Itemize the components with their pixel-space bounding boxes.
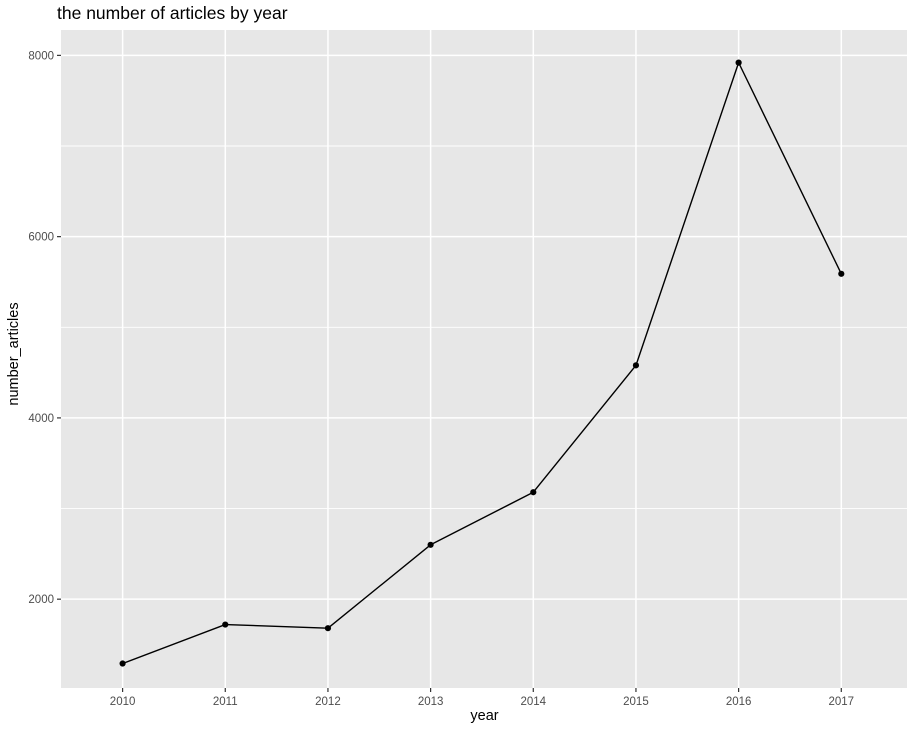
data-point <box>530 489 537 496</box>
data-point <box>119 660 126 667</box>
x-tick-label: 2010 <box>110 696 136 708</box>
data-line <box>122 61 842 665</box>
x-tick-label: 2017 <box>828 696 854 708</box>
data-point <box>427 541 434 548</box>
plot-panel <box>61 30 907 688</box>
x-tick-label: 2015 <box>623 696 649 708</box>
chart-title: the number of articles by year <box>57 3 288 23</box>
y-tick-label: 4000 <box>28 413 54 425</box>
data-point <box>632 362 640 369</box>
x-tick-label: 2016 <box>726 696 752 708</box>
x-tick-label: 2011 <box>213 696 238 708</box>
x-tick-label: 2012 <box>315 696 341 708</box>
y-tick-label: 8000 <box>28 50 54 62</box>
data-point <box>222 621 229 628</box>
data-point <box>324 625 332 632</box>
y-tick-label: 2000 <box>28 594 54 606</box>
x-tick-label: 2014 <box>520 696 546 708</box>
x-axis-title: year <box>470 708 499 724</box>
x-tick-label: 2013 <box>418 696 444 708</box>
data-point <box>735 59 742 66</box>
y-tick-label: 6000 <box>28 232 54 244</box>
data-point <box>838 270 845 277</box>
